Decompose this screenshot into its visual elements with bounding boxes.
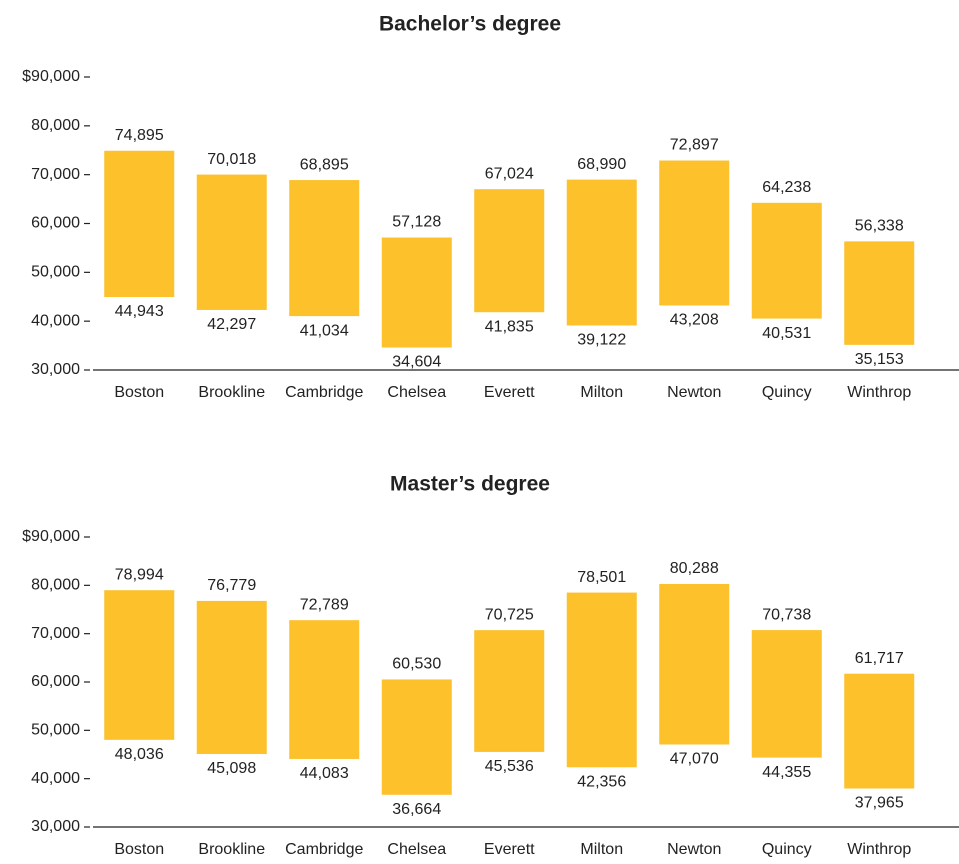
y-tick-label: 70,000 (31, 166, 80, 183)
value-label: 35,153 (855, 351, 904, 368)
bar (381, 679, 452, 795)
x-tick-label: Chelsea (387, 841, 446, 858)
value-label: 56,338 (855, 218, 904, 235)
y-tick-label: $90,000 (22, 68, 80, 85)
value-label: 78,501 (577, 569, 626, 586)
x-tick-label: Cambridge (285, 384, 363, 401)
y-tick-label: 30,000 (31, 361, 80, 378)
y-tick-label: 40,000 (31, 770, 80, 787)
x-tick-label: Milton (580, 384, 623, 401)
value-label: 37,965 (855, 795, 904, 812)
x-tick-label: Everett (484, 841, 535, 858)
bar (474, 189, 545, 313)
x-tick-label: Quincy (762, 384, 812, 401)
value-label: 68,990 (577, 156, 626, 173)
bar (196, 600, 267, 755)
value-label: 42,356 (577, 773, 626, 790)
x-tick-label: Newton (667, 841, 721, 858)
x-tick-label: Quincy (762, 841, 812, 858)
value-label: 70,725 (485, 606, 534, 623)
bar (659, 583, 730, 745)
x-tick-label: Everett (484, 384, 535, 401)
bar (474, 630, 545, 752)
bar (566, 179, 637, 326)
bar (844, 241, 915, 345)
value-label: 44,083 (300, 765, 349, 782)
x-tick-label: Chelsea (387, 384, 446, 401)
y-tick-label: 50,000 (31, 264, 80, 281)
x-tick-label: Boston (114, 841, 164, 858)
value-label: 80,288 (670, 560, 719, 577)
x-tick-label: Brookline (198, 841, 265, 858)
y-tick-label: 60,000 (31, 673, 80, 690)
value-label: 72,897 (670, 137, 719, 154)
value-label: 74,895 (115, 127, 164, 144)
value-label: 41,034 (300, 322, 349, 339)
chart-title: Bachelor’s degree (379, 13, 561, 36)
value-label: 60,530 (392, 656, 441, 673)
value-label: 36,664 (392, 801, 441, 818)
value-label: 41,835 (485, 318, 534, 335)
value-label: 61,717 (855, 650, 904, 667)
value-label: 72,789 (300, 596, 349, 613)
x-tick-label: Winthrop (847, 841, 911, 858)
value-label: 70,018 (207, 151, 256, 168)
value-label: 64,238 (762, 179, 811, 196)
bar (196, 174, 267, 310)
bar (659, 160, 730, 306)
y-tick-label: 30,000 (31, 818, 80, 835)
x-tick-label: Newton (667, 384, 721, 401)
value-label: 44,943 (115, 303, 164, 320)
value-label: 76,779 (207, 577, 256, 594)
value-label: 78,994 (115, 566, 164, 583)
value-label: 45,536 (485, 758, 534, 775)
x-tick-label: Cambridge (285, 841, 363, 858)
y-tick-label: 70,000 (31, 625, 80, 642)
value-label: 44,355 (762, 764, 811, 781)
bar (104, 590, 175, 740)
bar (751, 202, 822, 319)
bar (289, 620, 360, 759)
bar (566, 592, 637, 768)
value-label: 40,531 (762, 325, 811, 342)
value-label: 68,895 (300, 156, 349, 173)
bar (844, 673, 915, 789)
y-tick-label: 80,000 (31, 117, 80, 134)
y-tick-label: 40,000 (31, 312, 80, 329)
bar (104, 150, 175, 298)
x-tick-label: Brookline (198, 384, 265, 401)
value-label: 39,122 (577, 332, 626, 349)
bar (381, 237, 452, 348)
value-label: 57,128 (392, 214, 441, 231)
value-label: 43,208 (670, 312, 719, 329)
bar (751, 630, 822, 758)
value-label: 45,098 (207, 760, 256, 777)
bar (289, 180, 360, 317)
value-label: 47,070 (670, 751, 719, 768)
x-tick-label: Boston (114, 384, 164, 401)
y-tick-label: 50,000 (31, 722, 80, 739)
value-label: 42,297 (207, 316, 256, 333)
value-label: 70,738 (762, 606, 811, 623)
value-label: 48,036 (115, 746, 164, 763)
value-label: 34,604 (392, 354, 441, 371)
x-tick-label: Winthrop (847, 384, 911, 401)
x-tick-label: Milton (580, 841, 623, 858)
y-tick-label: 80,000 (31, 577, 80, 594)
chart-title: Master’s degree (390, 473, 550, 496)
value-label: 67,024 (485, 165, 534, 182)
y-tick-label: $90,000 (22, 528, 80, 545)
y-tick-label: 60,000 (31, 215, 80, 232)
